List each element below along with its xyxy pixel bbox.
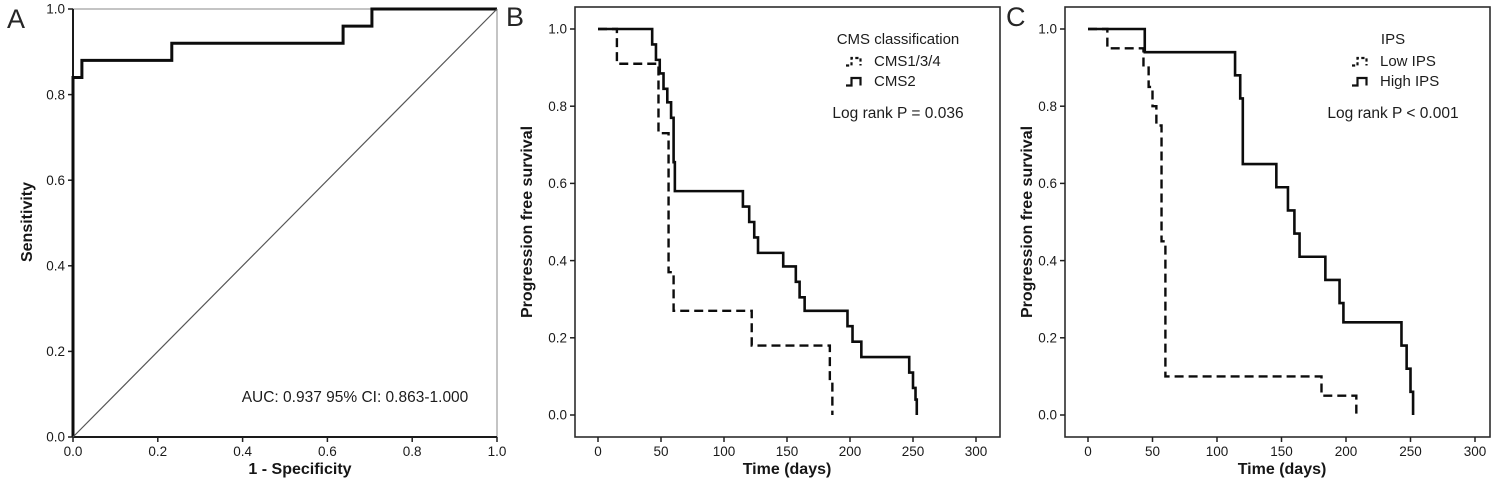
x-tick-label-0.2: 0.2 (148, 444, 167, 459)
x-tick-label-0.6: 0.6 (318, 444, 337, 459)
x-tick-label-300: 300 (1464, 444, 1487, 459)
dashed-line-icon (1352, 56, 1368, 67)
panel-c-legend-item-low-ips: Low IPS (1351, 53, 1436, 70)
y-tick-label-0.6: 0.6 (1038, 176, 1057, 191)
y-tick-label-0.4: 0.4 (46, 259, 65, 274)
x-tick-label-250: 250 (902, 444, 925, 459)
panel-c-logrank-annotation: Log rank P < 0.001 (1327, 105, 1459, 122)
panel-c-letter: C (1006, 2, 1026, 32)
x-tick-label-0.4: 0.4 (233, 444, 252, 459)
y-tick-label-1.0: 1.0 (46, 2, 65, 17)
x-tick-label-1.0: 1.0 (488, 444, 507, 459)
y-tick-label-1.0: 1.0 (548, 22, 567, 37)
panel-b-legend-title: CMS classification (836, 31, 960, 48)
curve-cms1-3-4 (598, 27, 834, 415)
x-tick-label-50: 50 (1145, 444, 1160, 459)
y-tick-label-0.4: 0.4 (1038, 253, 1057, 268)
x-tick-label-150: 150 (776, 444, 799, 459)
plot-border-box (1064, 6, 1491, 438)
panel-a-letter: A (7, 4, 26, 34)
panel-b-x-axis-label: Time (days) (742, 461, 832, 478)
panel-a-x-axis-label: 1 - Specificity (248, 461, 352, 478)
panel-a: 0.0 0.2 0.4 0.6 0.8 1.0 0.0 0.2 0.4 0.6 0.8 1.0 (46, 2, 506, 459)
panel-c-legend-item-high-ips: High IPS (1351, 73, 1439, 90)
curve-low-ips (1088, 27, 1358, 415)
x-tick-label-100: 100 (1206, 444, 1229, 459)
legend-item-label: Low IPS (1380, 53, 1436, 70)
panel-b-legend-item-cms2: CMS2 (845, 73, 916, 90)
x-tick-label-250: 250 (1399, 444, 1422, 459)
panel-b-letter: B (506, 2, 525, 32)
y-tick-label-0.8: 0.8 (548, 99, 567, 114)
panel-b-y-axis-label: Progression free survival (519, 125, 536, 319)
x-tick-label-0.0: 0.0 (64, 444, 83, 459)
x-tick-label-100: 100 (713, 444, 736, 459)
y-tick-label-0.2: 0.2 (46, 344, 65, 359)
x-tick-label-150: 150 (1270, 444, 1293, 459)
y-tick-label-0.8: 0.8 (1038, 99, 1057, 114)
y-tick-label-1.0: 1.0 (1038, 22, 1057, 37)
y-tick-label-0.0: 0.0 (1038, 408, 1057, 423)
panel-b-logrank-annotation: Log rank P = 0.036 (832, 105, 964, 122)
y-tick-label-0.0: 0.0 (548, 408, 567, 423)
panel-c-x-axis-label: Time (days) (1237, 461, 1327, 478)
panel-b-legend-item-cms134: CMS1/3/4 (845, 53, 941, 70)
y-tick-label-0.2: 0.2 (548, 331, 567, 346)
x-tick-label-0.8: 0.8 (403, 444, 422, 459)
curve-high-ips (1088, 27, 1415, 415)
legend-item-label: CMS2 (874, 73, 916, 90)
dashed-line-icon (846, 56, 862, 67)
solid-line-icon (1352, 76, 1368, 87)
panel-a-y-axis-label: Sensitivity (19, 181, 36, 263)
y-tick-label-0.8: 0.8 (46, 87, 65, 102)
curve-reference-diagonal (72, 8, 498, 438)
curve-cms2 (598, 27, 919, 415)
x-tick-label-0: 0 (1084, 444, 1092, 459)
x-tick-label-300: 300 (965, 444, 988, 459)
y-tick-label-0.6: 0.6 (548, 176, 567, 191)
y-tick-label-0.4: 0.4 (548, 253, 567, 268)
panel-c-legend-title: IPS (1380, 31, 1406, 48)
x-tick-label-200: 200 (1335, 444, 1358, 459)
panel-a-auc-annotation: AUC: 0.937 95% CI: 0.863-1.000 (241, 389, 469, 406)
plot-border-box (574, 6, 1001, 438)
legend-item-label: High IPS (1380, 73, 1440, 90)
panel-c: 0 50 100 150 200 250 300 0.0 0.2 0.4 0.6 0.8 1.0 (1038, 6, 1491, 459)
x-tick-label-200: 200 (839, 444, 862, 459)
solid-line-icon (846, 76, 862, 87)
panel-b: 0 50 100 150 200 250 300 0.0 0.2 0.4 0.6 0.8 1.0 (548, 6, 1001, 459)
y-tick-label-0.6: 0.6 (46, 173, 65, 188)
y-tick-label-0.2: 0.2 (1038, 331, 1057, 346)
legend-item-label: CMS1/3/4 (874, 53, 941, 70)
x-tick-label-0: 0 (594, 444, 602, 459)
y-tick-label-0.0: 0.0 (46, 430, 65, 445)
x-tick-label-50: 50 (653, 444, 668, 459)
curve-roc-curve (71, 7, 497, 437)
